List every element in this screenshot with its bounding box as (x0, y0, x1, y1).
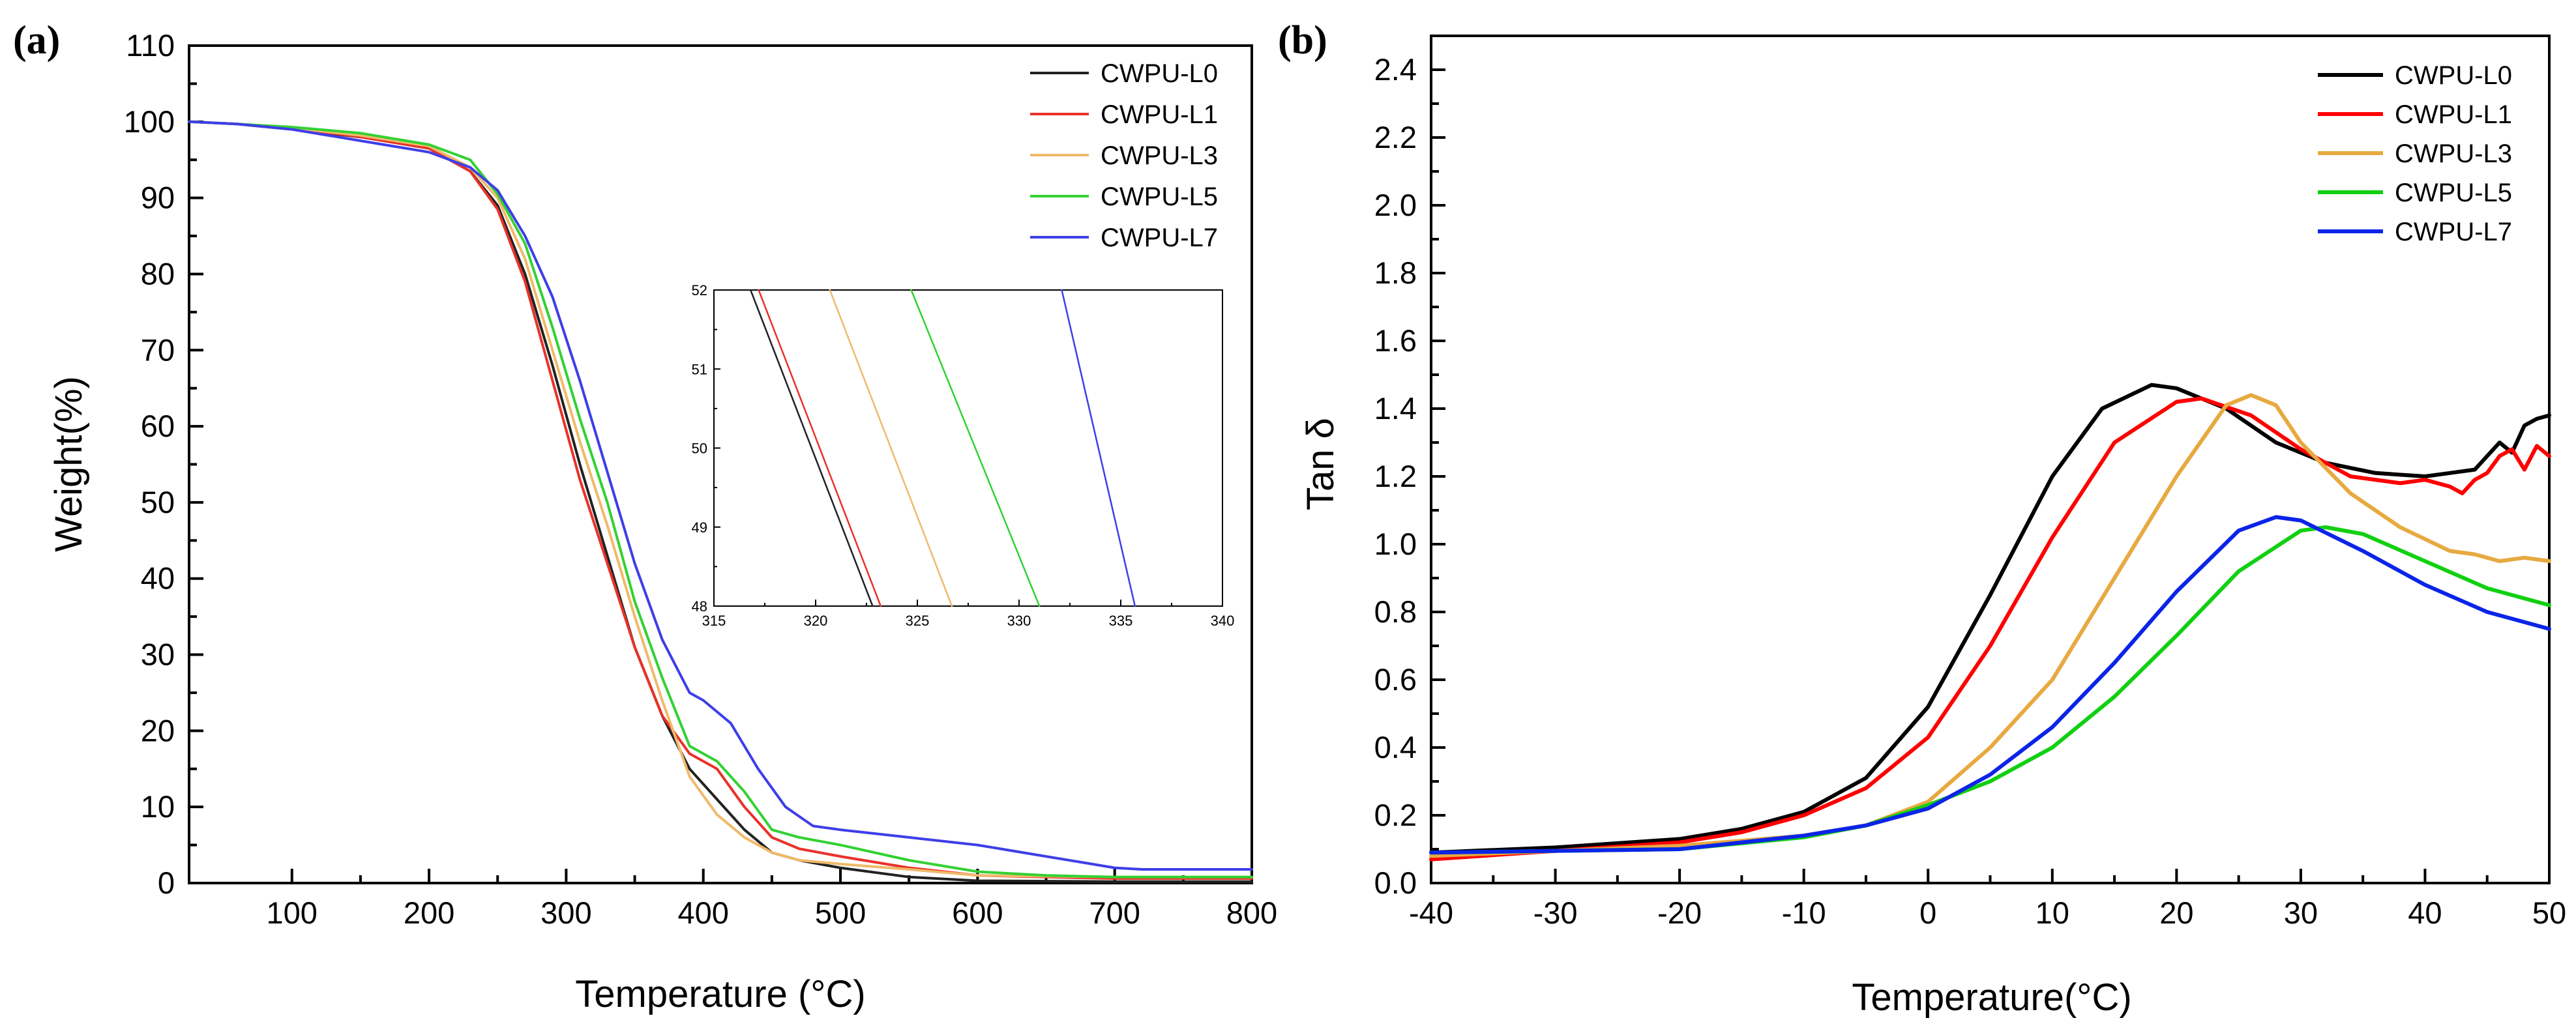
y-tick-label: 51 (692, 361, 707, 377)
y-tick-label: 2.0 (1374, 188, 1417, 222)
legend-label-cwpu-l1: CWPU-L1 (1101, 100, 1218, 129)
inset-series-cwpu-l5 (910, 289, 1041, 607)
x-tick-label: 30 (2284, 895, 2318, 930)
inset-series-cwpu-l0 (749, 289, 874, 607)
y-tick-label: 110 (126, 28, 175, 63)
panel-b-series-cwpu-l1 (1429, 396, 2551, 862)
panel-a-tga-chart: (a) 100 200 300 400 500 600 700 800 0 10 20 30 40 50 6… (13, 18, 1277, 1015)
panel-b-axis-ticks: -40 -30 -20 -10 0 10 20 30 40 50 0.0 0.2 0.4 0.6 0.8 1.… (1374, 52, 2566, 930)
y-tick-label: 0.8 (1374, 594, 1417, 629)
y-tick-label: 70 (141, 332, 175, 367)
y-tick-label: 0 (158, 865, 175, 900)
x-tick-label: -20 (1657, 895, 1702, 930)
legend-label-cwpu-l0: CWPU-L0 (2395, 61, 2512, 90)
panel-b-series-cwpu-l7 (1429, 515, 2551, 855)
panel-a-label: (a) (13, 18, 60, 63)
y-tick-label: 1.8 (1374, 255, 1417, 290)
panel-b-series-cwpu-l3 (1429, 393, 2551, 858)
x-tick-label: 400 (677, 895, 728, 930)
x-tick-label: 50 (2532, 895, 2566, 930)
y-tick-label: 2.2 (1374, 120, 1417, 154)
y-tick-label: 10 (141, 789, 175, 824)
panel-a-axis-ticks: 100 200 300 400 500 600 700 800 0 10 20 30 40 50 60 70 8… (124, 28, 1278, 930)
x-tick-label: 700 (1089, 895, 1140, 930)
x-tick-label: 335 (1109, 613, 1133, 629)
legend-label-cwpu-l0: CWPU-L0 (1101, 59, 1218, 88)
legend-label-cwpu-l3: CWPU-L3 (2395, 139, 2512, 168)
x-tick-label: 20 (2159, 895, 2193, 930)
y-tick-label: 20 (141, 713, 175, 748)
x-tick-label: -30 (1533, 895, 1578, 930)
inset-series-group (749, 289, 1136, 607)
panel-a-series-cwpu-l3 (188, 120, 1253, 879)
legend-label-cwpu-l5: CWPU-L5 (1101, 182, 1218, 211)
panel-a-series-cwpu-l5 (188, 120, 1253, 879)
panel-b-series-cwpu-l5 (1429, 525, 2551, 855)
x-tick-label: 800 (1226, 895, 1277, 930)
x-tick-label: 330 (1007, 613, 1031, 629)
y-tick-label: 60 (141, 409, 175, 443)
panel-a-inset-chart: 315 320 325 330 335 340 48 49 50 51 52 (692, 282, 1235, 629)
x-tick-label: 100 (267, 895, 318, 930)
panel-a-y-axis-title: Weight(%) (48, 376, 90, 552)
y-tick-label: 50 (141, 485, 175, 519)
panel-b-x-axis-title: Temperature(°C) (1852, 976, 2131, 1019)
panel-a-x-axis-title: Temperature (°C) (575, 973, 865, 1015)
panel-a-series-cwpu-l7 (188, 120, 1253, 871)
panel-b-plot-frame (1430, 35, 2551, 884)
panel-b-dma-chart: (b) -40 -30 -20 -10 0 10 20 30 40 50 0.0 0.2 0.4 0.6 0… (1278, 18, 2566, 1019)
y-tick-label: 0.6 (1374, 662, 1417, 697)
inset-series-cwpu-l1 (758, 289, 882, 607)
panel-b-legend: CWPU-L0 CWPU-L1 CWPU-L3 CWPU-L5 CWPU-L7 (2318, 61, 2512, 246)
y-tick-label: 0.0 (1374, 865, 1417, 900)
y-tick-label: 1.0 (1374, 527, 1417, 561)
y-tick-label: 30 (141, 637, 175, 672)
y-tick-label: 1.6 (1374, 323, 1417, 358)
y-tick-label: 80 (141, 256, 175, 291)
y-tick-label: 48 (692, 598, 707, 615)
inset-axis-ticks: 315 320 325 330 335 340 48 49 50 51 52 (692, 282, 1235, 629)
panel-a-series-group (188, 120, 1253, 883)
x-tick-label: 320 (804, 613, 828, 629)
y-tick-label: 0.4 (1374, 730, 1417, 764)
x-tick-label: 500 (815, 895, 866, 930)
y-tick-label: 50 (692, 441, 707, 457)
y-tick-label: 49 (692, 519, 707, 536)
x-tick-label: 300 (540, 895, 591, 930)
x-tick-label: 40 (2408, 895, 2442, 930)
y-tick-label: 0.2 (1374, 798, 1417, 832)
x-tick-label: 10 (2036, 895, 2069, 930)
panel-b-label: (b) (1278, 18, 1327, 63)
y-tick-label: 1.2 (1374, 459, 1417, 493)
legend-label-cwpu-l5: CWPU-L5 (2395, 179, 2512, 207)
legend-label-cwpu-l3: CWPU-L3 (1101, 141, 1218, 170)
x-tick-label: 600 (952, 895, 1003, 930)
legend-label-cwpu-l7: CWPU-L7 (2395, 218, 2512, 246)
legend-label-cwpu-l1: CWPU-L1 (2395, 100, 2512, 129)
panel-b-series-group (1429, 383, 2551, 862)
panel-a-series-cwpu-l1 (188, 120, 1253, 880)
inset-series-cwpu-l3 (829, 289, 953, 607)
x-tick-label: 340 (1211, 613, 1235, 629)
x-tick-label: 200 (404, 895, 454, 930)
x-tick-label: -40 (1409, 895, 1453, 930)
y-tick-label: 1.4 (1374, 391, 1417, 426)
y-tick-label: 90 (141, 181, 175, 215)
x-tick-label: 325 (906, 613, 930, 629)
legend-label-cwpu-l7: CWPU-L7 (1101, 224, 1218, 252)
panel-a-legend: CWPU-L0 CWPU-L1 CWPU-L3 CWPU-L5 CWPU-L7 (1030, 59, 1218, 252)
x-tick-label: 0 (1919, 895, 1936, 930)
inset-plot-frame (713, 289, 1223, 607)
y-tick-label: 52 (692, 282, 707, 298)
y-tick-label: 2.4 (1374, 52, 1417, 87)
x-tick-label: -10 (1782, 895, 1826, 930)
x-tick-label: 315 (702, 613, 726, 629)
y-tick-label: 100 (124, 104, 175, 139)
y-tick-label: 40 (141, 561, 175, 596)
panel-b-y-axis-title: Tan δ (1299, 418, 1342, 510)
inset-series-cwpu-l7 (1061, 289, 1136, 607)
